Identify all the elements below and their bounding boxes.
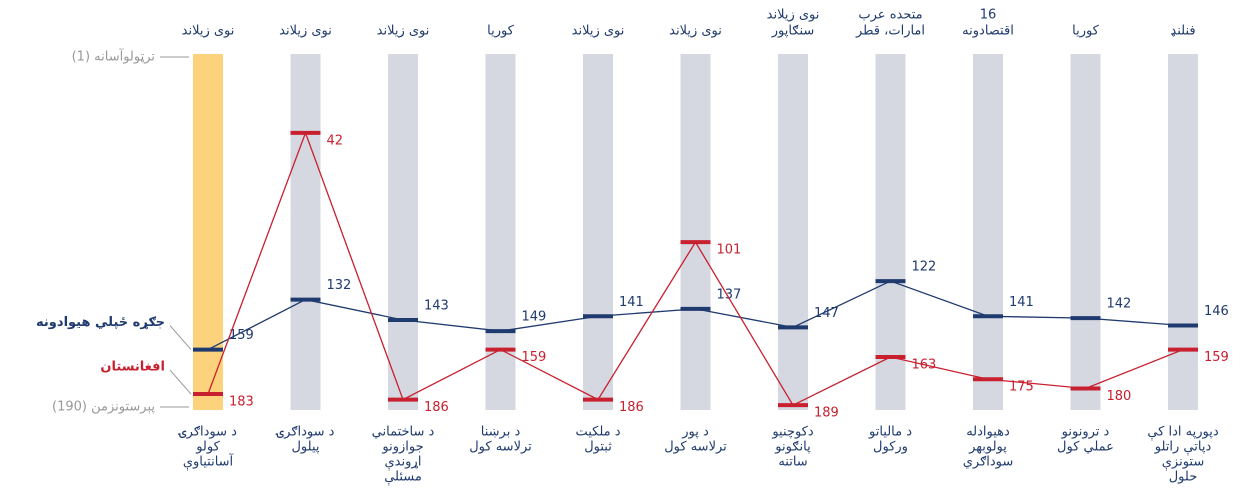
top-label: اقتصادونه bbox=[962, 24, 1014, 39]
column bbox=[485, 54, 516, 410]
category-label: عملي کول bbox=[1057, 440, 1114, 455]
category-label: ترلاسه کول bbox=[469, 440, 532, 455]
category-label: د برښنا bbox=[481, 425, 521, 440]
legend-leader bbox=[169, 369, 192, 395]
category-label: پولوبهر bbox=[968, 440, 1007, 455]
axis-end-label: ترټولوآسانه (1) bbox=[72, 48, 156, 65]
category-label: جوازونو bbox=[381, 440, 423, 455]
top-label: کوریا bbox=[1072, 24, 1100, 39]
value-label: 149 bbox=[522, 310, 547, 325]
column bbox=[388, 54, 418, 410]
value-label: 146 bbox=[1204, 304, 1229, 319]
category-label: د سوداګرۍ bbox=[177, 425, 237, 440]
category-label: د سوداګرۍ bbox=[275, 425, 335, 440]
category-label: د ملکیت bbox=[575, 425, 620, 440]
column bbox=[1168, 54, 1198, 410]
value-label: 159 bbox=[522, 350, 547, 365]
category-label: د پور bbox=[681, 425, 709, 440]
category-label: ترلاسه کول bbox=[664, 440, 727, 455]
value-label: 142 bbox=[1107, 297, 1132, 312]
category-label: ستونزې bbox=[1162, 455, 1205, 471]
value-label: 189 bbox=[814, 406, 839, 421]
value-label: 186 bbox=[619, 400, 644, 415]
top-label: نوی زیلاند bbox=[767, 8, 820, 23]
category-label: حلول bbox=[1169, 470, 1198, 485]
value-label: 42 bbox=[327, 133, 344, 148]
column bbox=[973, 54, 1003, 410]
value-label: 163 bbox=[912, 358, 937, 373]
value-label: 159 bbox=[1204, 350, 1229, 365]
category-label: دکوچنیو bbox=[771, 425, 814, 440]
category-label: مسئلې bbox=[384, 470, 422, 486]
value-label: 175 bbox=[1009, 380, 1034, 395]
top-label: نوی زیلاند bbox=[669, 24, 722, 39]
legend-label: جګړه ځپلي هیوادونه bbox=[36, 315, 165, 330]
top-label: متحده عرب bbox=[858, 8, 922, 23]
category-label: دپاتې راتلو bbox=[1154, 440, 1212, 456]
category-label: اړوندې bbox=[385, 455, 422, 471]
value-label: 137 bbox=[717, 287, 742, 302]
top-label: کوریا bbox=[487, 24, 515, 39]
value-label: 159 bbox=[229, 328, 254, 343]
top-label: 16 bbox=[980, 8, 997, 23]
category-label: دهیوادله bbox=[966, 425, 1010, 440]
top-label: فنلنډ bbox=[1170, 24, 1195, 39]
category-label: د مالیاتو bbox=[868, 425, 912, 440]
legend-label: افغانستان bbox=[100, 360, 165, 375]
category-label: ساتنه bbox=[778, 455, 807, 470]
value-label: 132 bbox=[327, 278, 352, 293]
value-label: 141 bbox=[1009, 295, 1034, 310]
column bbox=[290, 54, 321, 410]
value-label: 143 bbox=[424, 298, 449, 313]
top-label: نوی زیلاند bbox=[182, 24, 235, 39]
category-label: ثبتول bbox=[584, 440, 612, 455]
top-label: امارات، قطر bbox=[855, 24, 925, 39]
column bbox=[778, 54, 808, 410]
column bbox=[583, 54, 613, 410]
column bbox=[875, 54, 906, 410]
column bbox=[193, 54, 223, 410]
column bbox=[680, 54, 711, 410]
value-label: 183 bbox=[229, 395, 254, 410]
category-label: دپورپه ادا کې bbox=[1147, 425, 1219, 441]
top-label: نوی زیلاند bbox=[377, 24, 430, 39]
legend-leader bbox=[169, 325, 192, 350]
axis-end-label: پېرستونزمن (190) bbox=[52, 400, 155, 415]
value-label: 186 bbox=[424, 400, 449, 415]
top-label: نوی زیلاند bbox=[279, 24, 332, 39]
category-label: آسانتیاوې bbox=[183, 453, 235, 471]
value-label: 122 bbox=[912, 260, 937, 275]
category-label: پیلول bbox=[291, 440, 319, 455]
value-label: 101 bbox=[717, 243, 742, 258]
column bbox=[1070, 54, 1101, 410]
category-label: کولو bbox=[195, 440, 220, 455]
category-label: د ترونونو bbox=[1061, 425, 1110, 440]
top-label: سنګاپور bbox=[771, 24, 815, 39]
value-label: 147 bbox=[814, 306, 839, 321]
category-label: د ساختماني bbox=[372, 425, 435, 440]
top-label: نوی زیلاند bbox=[572, 24, 625, 39]
category-label: ورکول bbox=[873, 440, 908, 455]
value-label: 141 bbox=[619, 295, 644, 310]
value-label: 180 bbox=[1107, 389, 1132, 404]
category-label: پانګونو bbox=[774, 440, 811, 455]
category-label: سوداګري bbox=[963, 455, 1014, 470]
